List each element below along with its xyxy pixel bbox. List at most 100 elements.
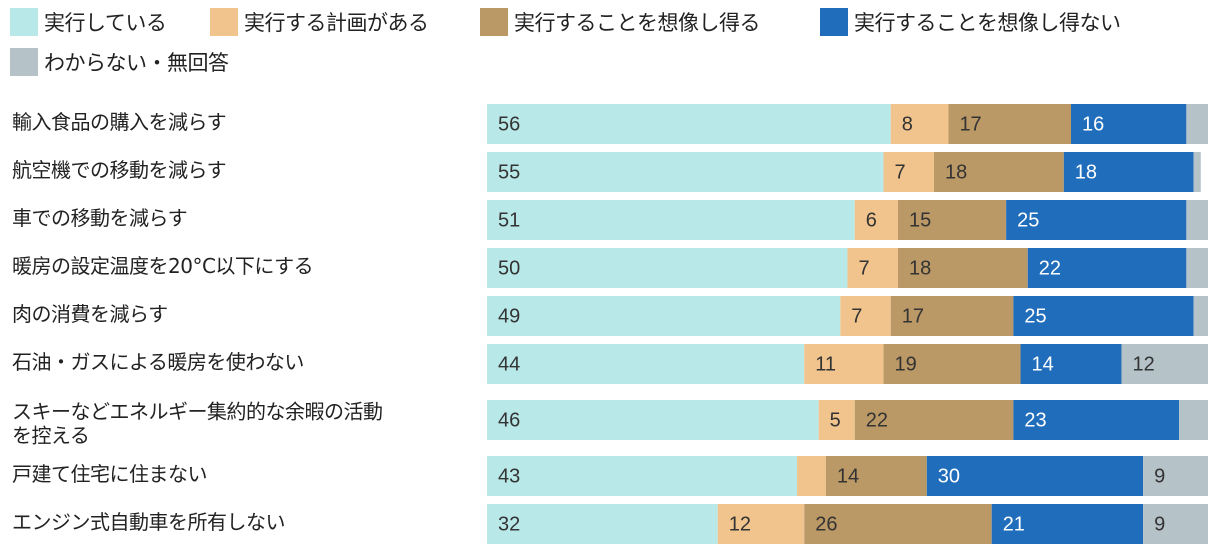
bar-segment	[487, 248, 848, 288]
data-label: 16	[1082, 113, 1104, 135]
data-label: 17	[902, 305, 924, 327]
legend-label: 実行する計画がある	[244, 11, 429, 35]
data-label: 22	[1039, 257, 1061, 279]
data-label: 18	[909, 257, 931, 279]
bar-segment	[804, 504, 992, 544]
legend-label: 実行することを想像し得る	[514, 11, 761, 35]
bar-segment	[487, 200, 855, 240]
data-label: 5	[830, 409, 841, 431]
data-label: 43	[498, 465, 520, 487]
data-label: 55	[498, 161, 520, 183]
bar-segment	[1143, 456, 1208, 496]
bar-segment	[854, 400, 1014, 440]
legend-label: 実行している	[44, 11, 167, 35]
bar-segment	[1179, 400, 1208, 440]
data-label: 32	[498, 513, 520, 535]
bar-segment	[1193, 152, 1201, 192]
bar-segment	[926, 456, 1144, 496]
data-label: 26	[815, 513, 837, 535]
bar-segment	[1063, 152, 1194, 192]
data-label: 23	[1024, 409, 1046, 431]
legend-label: わからない・無回答	[44, 51, 229, 75]
data-label: 7	[859, 257, 870, 279]
data-label: 17	[959, 113, 981, 135]
bar-segment	[1186, 104, 1208, 144]
data-label: 6	[866, 209, 877, 231]
data-label: 7	[851, 305, 862, 327]
data-label: 30	[938, 465, 960, 487]
data-label: 18	[945, 161, 967, 183]
bar-segment	[487, 152, 884, 192]
data-label: 46	[498, 409, 520, 431]
bar-segment	[991, 504, 1144, 544]
bar-segment	[1027, 248, 1187, 288]
legend-label: 実行することを想像し得ない	[854, 11, 1121, 35]
bar-segment	[890, 104, 949, 144]
data-label: 12	[729, 513, 751, 535]
bar-segment	[487, 456, 798, 496]
data-label: 15	[909, 209, 931, 231]
legend-swatch	[10, 48, 38, 76]
bar-segment	[1121, 344, 1208, 384]
bar-segment	[1013, 400, 1180, 440]
legend-item: 実行することを想像し得ない	[820, 8, 1121, 36]
bar-segment	[487, 344, 805, 384]
bar-segment	[897, 248, 1028, 288]
bar-segment	[883, 152, 935, 192]
data-label: 25	[1017, 209, 1039, 231]
bar-segment	[1193, 296, 1208, 336]
legend-item: 実行する計画がある	[210, 8, 429, 36]
data-label: 14	[837, 465, 859, 487]
data-label: 9	[1154, 465, 1165, 487]
bar-segment	[804, 344, 884, 384]
bar-segment	[1013, 296, 1194, 336]
data-label: 51	[498, 209, 520, 231]
data-label: 8	[902, 113, 913, 135]
bar-segment	[1006, 200, 1187, 240]
category-label: 戸建て住宅に住まない	[12, 462, 207, 486]
data-label: 14	[1032, 353, 1054, 375]
bar-segment	[487, 104, 891, 144]
data-label: 44	[498, 353, 520, 375]
legend-item: 実行している	[10, 8, 167, 36]
bar-segment	[897, 200, 1007, 240]
category-label: エンジン式自動車を所有しない	[12, 510, 285, 534]
bar-segment	[825, 456, 927, 496]
data-label: 21	[1003, 513, 1025, 535]
bar-segment	[1020, 344, 1122, 384]
legend-swatch	[10, 8, 38, 36]
bar-segment	[1071, 104, 1187, 144]
bar-segment	[854, 200, 898, 240]
data-label: 11	[815, 353, 836, 375]
legend-item: 実行することを想像し得る	[480, 8, 761, 36]
data-label: 49	[498, 305, 520, 327]
category-label: 車での移動を減らす	[12, 206, 187, 230]
category-label: スキーなどエネルギー集約的な余暇の活動を控える	[12, 400, 383, 448]
category-label: 暖房の設定温度を20°C以下にする	[12, 254, 313, 278]
data-label: 18	[1075, 161, 1097, 183]
bar-segment	[1186, 248, 1208, 288]
legend-swatch	[820, 8, 848, 36]
category-label: 輸入食品の購入を減らす	[12, 110, 226, 134]
data-label: 7	[895, 161, 906, 183]
bar-segment	[717, 504, 805, 544]
data-label: 50	[498, 257, 520, 279]
category-label: 石油・ガスによる暖房を使わない	[12, 350, 304, 374]
data-label: 22	[866, 409, 888, 431]
bar-segment	[487, 400, 819, 440]
bar-segment	[797, 456, 826, 496]
bar-segment	[1186, 200, 1208, 240]
legend-item: わからない・無回答	[10, 48, 229, 76]
bar-segment	[883, 344, 1021, 384]
data-label: 19	[895, 353, 917, 375]
legend-swatch	[480, 8, 508, 36]
bar-segment	[818, 400, 855, 440]
bar-segment	[840, 296, 891, 336]
data-label: 12	[1132, 353, 1154, 375]
bar-segment	[1143, 504, 1208, 544]
data-label: 25	[1024, 305, 1046, 327]
bar-segment	[487, 504, 718, 544]
bar-segment	[948, 104, 1072, 144]
bar-segment	[934, 152, 1064, 192]
